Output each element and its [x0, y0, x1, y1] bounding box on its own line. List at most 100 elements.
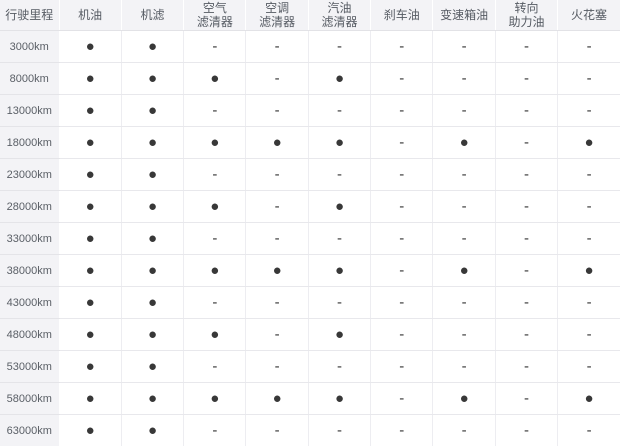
- maintenance-cell: -: [432, 30, 496, 63]
- column-header-ac-filter: 空调 滤清器: [245, 0, 309, 31]
- maintenance-cell: ●: [308, 254, 372, 287]
- maintenance-cell: -: [557, 158, 620, 191]
- maintenance-cell: ●: [308, 318, 372, 351]
- maintenance-cell: -: [557, 318, 620, 351]
- mileage-label: 48000km: [0, 318, 60, 351]
- maintenance-cell: -: [183, 30, 247, 63]
- maintenance-cell: ●: [183, 254, 247, 287]
- maintenance-cell: -: [432, 94, 496, 127]
- mileage-label: 18000km: [0, 126, 60, 159]
- maintenance-cell: ●: [121, 94, 185, 127]
- maintenance-cell: -: [432, 158, 496, 191]
- maintenance-cell: ●: [121, 30, 185, 63]
- maintenance-cell: -: [245, 414, 309, 446]
- maintenance-cell: -: [308, 94, 372, 127]
- column-header-fuel-filter: 汽油 滤清器: [308, 0, 372, 31]
- maintenance-cell: -: [183, 350, 247, 383]
- maintenance-cell: -: [370, 158, 434, 191]
- maintenance-cell: -: [495, 286, 559, 319]
- maintenance-cell: -: [495, 190, 559, 223]
- maintenance-cell: ●: [432, 382, 496, 415]
- column-header-mileage: 行驶里程: [0, 0, 60, 31]
- maintenance-cell: -: [557, 30, 620, 63]
- maintenance-cell: -: [308, 350, 372, 383]
- maintenance-cell: -: [370, 414, 434, 446]
- maintenance-cell: -: [495, 222, 559, 255]
- maintenance-cell: ●: [557, 382, 620, 415]
- maintenance-cell: ●: [59, 158, 122, 191]
- mileage-label: 63000km: [0, 414, 60, 446]
- mileage-label: 23000km: [0, 158, 60, 191]
- table-row: 53000km ● ● - - - - - - -: [0, 350, 620, 383]
- maintenance-cell: -: [308, 414, 372, 446]
- table-row: 33000km ● ● - - - - - - -: [0, 222, 620, 255]
- maintenance-cell: -: [495, 94, 559, 127]
- maintenance-cell: -: [495, 126, 559, 159]
- table-row: 58000km ● ● ● ● ● - ● - ●: [0, 382, 620, 415]
- table-row: 18000km ● ● ● ● ● - ● - ●: [0, 126, 620, 159]
- maintenance-cell: -: [308, 158, 372, 191]
- maintenance-cell: ●: [121, 254, 185, 287]
- table-row: 28000km ● ● ● - ● - - - -: [0, 190, 620, 223]
- maintenance-cell: -: [557, 286, 620, 319]
- maintenance-cell: ●: [308, 190, 372, 223]
- maintenance-cell: -: [370, 222, 434, 255]
- maintenance-cell: ●: [183, 62, 247, 95]
- maintenance-cell: -: [432, 318, 496, 351]
- maintenance-cell: -: [557, 414, 620, 446]
- maintenance-cell: -: [370, 350, 434, 383]
- maintenance-cell: -: [183, 286, 247, 319]
- table-row: 63000km ● ● - - - - - - -: [0, 414, 620, 446]
- maintenance-cell: ●: [59, 414, 122, 446]
- mileage-label: 33000km: [0, 222, 60, 255]
- maintenance-cell: -: [370, 126, 434, 159]
- column-header-transmission-fluid: 变速箱油: [432, 0, 496, 31]
- table-row: 38000km ● ● ● ● ● - ● - ●: [0, 254, 620, 287]
- maintenance-cell: -: [495, 350, 559, 383]
- maintenance-cell: ●: [121, 158, 185, 191]
- maintenance-cell: ●: [183, 126, 247, 159]
- maintenance-cell: -: [557, 62, 620, 95]
- maintenance-cell: ●: [121, 126, 185, 159]
- maintenance-cell: ●: [59, 286, 122, 319]
- mileage-label: 38000km: [0, 254, 60, 287]
- maintenance-cell: -: [370, 318, 434, 351]
- maintenance-cell: ●: [59, 222, 122, 255]
- maintenance-cell: ●: [121, 350, 185, 383]
- maintenance-cell: ●: [308, 382, 372, 415]
- maintenance-cell: -: [183, 414, 247, 446]
- maintenance-cell: ●: [59, 94, 122, 127]
- maintenance-cell: ●: [121, 414, 185, 446]
- mileage-label: 13000km: [0, 94, 60, 127]
- maintenance-cell: -: [432, 190, 496, 223]
- maintenance-cell: ●: [432, 126, 496, 159]
- maintenance-cell: -: [183, 94, 247, 127]
- table-row: 43000km ● ● - - - - - - -: [0, 286, 620, 319]
- maintenance-cell: -: [245, 94, 309, 127]
- header-row: 行驶里程 机油 机滤 空气 滤清器 空调 滤清器 汽油 滤清器 刹车油 变速箱油…: [0, 0, 620, 31]
- maintenance-cell: -: [245, 158, 309, 191]
- maintenance-cell: -: [495, 30, 559, 63]
- maintenance-cell: -: [245, 62, 309, 95]
- maintenance-cell: ●: [557, 254, 620, 287]
- maintenance-cell: ●: [59, 126, 122, 159]
- maintenance-cell: -: [245, 286, 309, 319]
- maintenance-cell: -: [557, 350, 620, 383]
- maintenance-cell: -: [183, 222, 247, 255]
- maintenance-cell: -: [495, 254, 559, 287]
- column-header-oil-filter: 机滤: [121, 0, 185, 31]
- maintenance-cell: ●: [121, 382, 185, 415]
- maintenance-cell: ●: [245, 382, 309, 415]
- maintenance-cell: -: [432, 286, 496, 319]
- maintenance-cell: -: [245, 350, 309, 383]
- maintenance-cell: -: [370, 30, 434, 63]
- column-header-air-filter: 空气 滤清器: [183, 0, 247, 31]
- maintenance-cell: ●: [59, 254, 122, 287]
- maintenance-cell: ●: [557, 126, 620, 159]
- maintenance-cell: ●: [121, 222, 185, 255]
- maintenance-cell: -: [245, 318, 309, 351]
- maintenance-cell: ●: [183, 190, 247, 223]
- maintenance-cell: -: [370, 254, 434, 287]
- column-header-engine-oil: 机油: [59, 0, 122, 31]
- maintenance-cell: ●: [59, 318, 122, 351]
